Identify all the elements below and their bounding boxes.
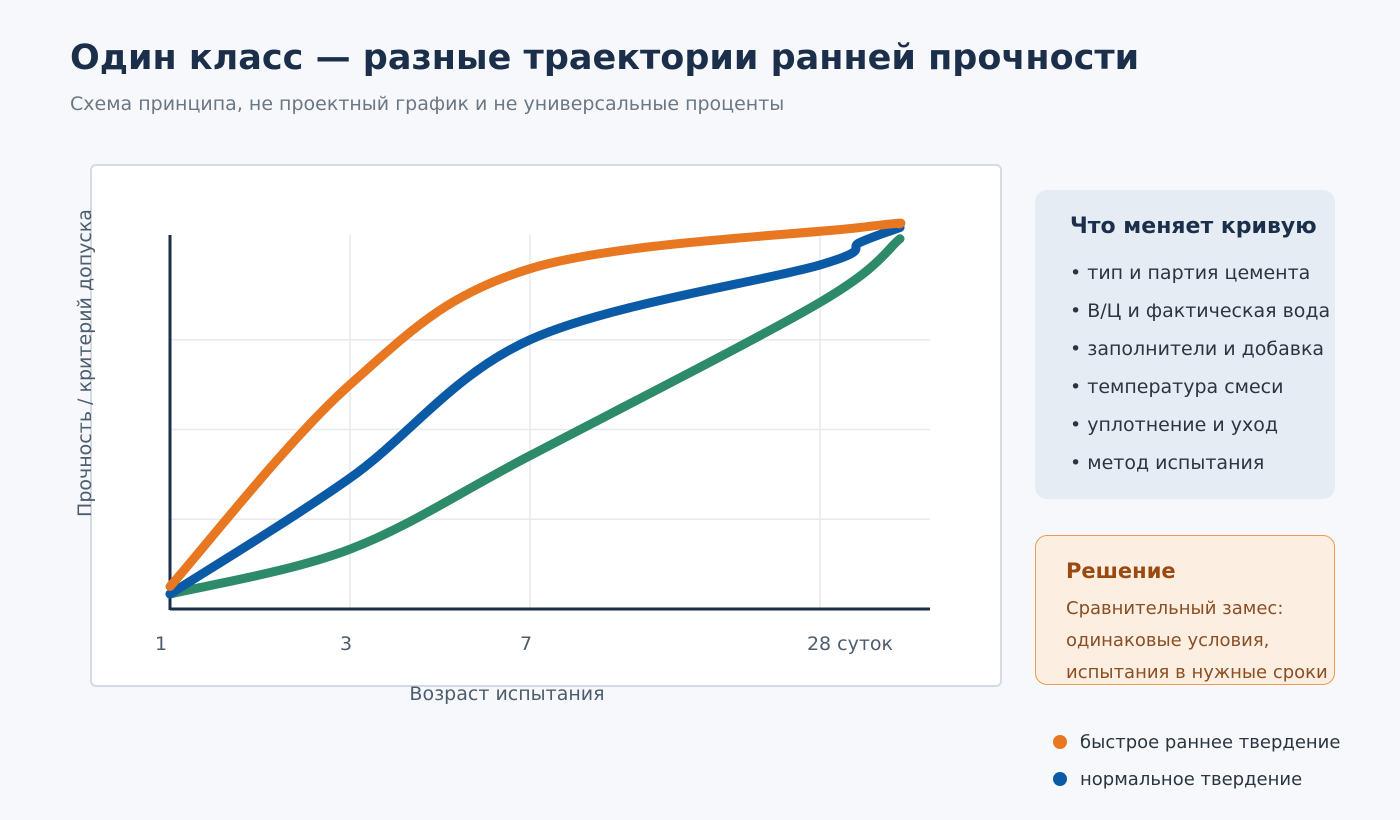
x-axis-label: Возраст испытания [409, 683, 604, 705]
decision-text-line: испытания в нужные сроки [1066, 662, 1328, 683]
decision-panel: Решение Сравнительный замес: одинаковые … [1035, 535, 1335, 685]
legend-marker [1053, 735, 1067, 749]
factor-item: • заполнители и добавка [1070, 338, 1325, 360]
x-tick-label: 1 [155, 633, 167, 655]
series-line-fast-hardening [165, 218, 906, 592]
factor-item: • В/Ц и фактическая вода [1070, 300, 1331, 322]
x-tick-labels: 1 3 7 28 суток [155, 633, 893, 655]
legend-item-fast: быстрое раннее твердение [1053, 731, 1340, 753]
x-tick-label: 28 суток [807, 633, 893, 655]
factor-item: • температура смеси [1070, 376, 1284, 398]
factor-item: • уплотнение и уход [1070, 414, 1278, 436]
series-line-normal-hardening [165, 223, 905, 599]
decision-text-line: Сравнительный замес: [1066, 598, 1284, 619]
decision-text-line: одинаковые условия, [1066, 630, 1270, 651]
page-subtitle: Схема принципа, не проектный график и не… [70, 93, 785, 115]
x-tick-label: 3 [340, 633, 352, 655]
factors-title: Что меняет кривую [1070, 214, 1317, 239]
axes [168, 235, 930, 611]
factor-item: • метод испытания [1070, 452, 1265, 474]
series-line-slow-hardening [165, 234, 905, 599]
factors-panel: Что меняет кривую • тип и партия цемента… [1035, 190, 1335, 499]
legend-item-normal: нормальное твердение [1053, 768, 1302, 790]
grid-lines [170, 235, 930, 609]
series-lines [165, 218, 906, 599]
y-axis-label: Прочность / критерий допуска [74, 209, 96, 517]
factor-item: • тип и партия цемента [1070, 262, 1311, 284]
x-tick-label: 7 [520, 633, 532, 655]
legend-marker [1053, 772, 1067, 786]
legend-label: нормальное твердение [1080, 768, 1303, 790]
decision-title: Решение [1066, 559, 1176, 583]
legend-label: быстрое раннее твердение [1080, 731, 1341, 753]
page-title: Один класс — разные траектории ранней пр… [70, 38, 1140, 78]
